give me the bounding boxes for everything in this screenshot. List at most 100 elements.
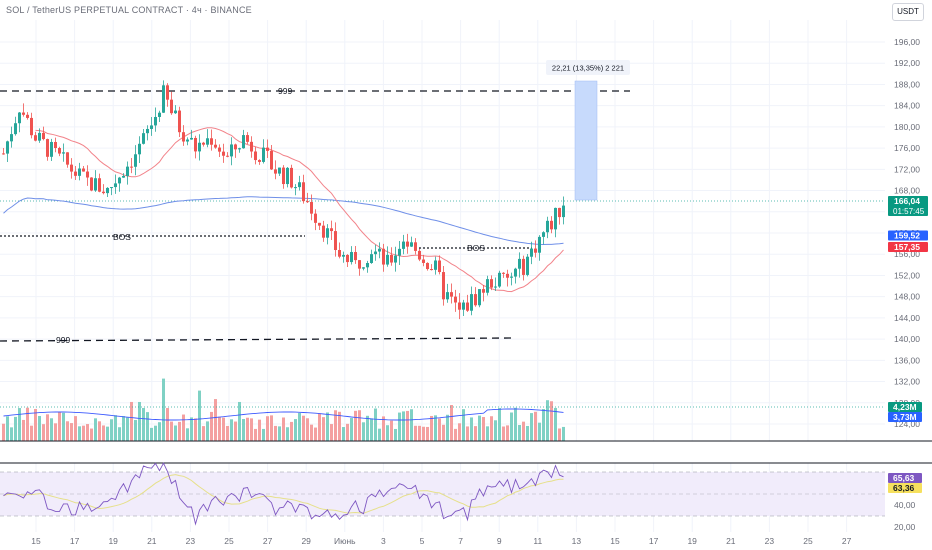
candle[interactable]: [18, 112, 21, 133]
candle[interactable]: [114, 174, 117, 194]
candle[interactable]: [190, 129, 193, 140]
candle[interactable]: [86, 165, 89, 186]
candle[interactable]: [322, 220, 325, 242]
candle[interactable]: [410, 236, 413, 248]
candle[interactable]: [74, 165, 77, 181]
candle[interactable]: [442, 265, 445, 306]
candle[interactable]: [34, 131, 37, 142]
candle[interactable]: [402, 234, 405, 255]
candle[interactable]: [518, 252, 521, 278]
candle[interactable]: [138, 136, 141, 164]
candle[interactable]: [382, 243, 385, 272]
candle[interactable]: [286, 167, 289, 188]
candle[interactable]: [502, 272, 505, 278]
candle[interactable]: [98, 173, 101, 193]
candle[interactable]: [122, 173, 125, 178]
candle[interactable]: [446, 283, 449, 303]
candle[interactable]: [346, 254, 349, 268]
candle[interactable]: [38, 128, 41, 143]
candle[interactable]: [362, 267, 365, 271]
candle[interactable]: [486, 275, 489, 296]
candle[interactable]: [42, 126, 45, 141]
candle[interactable]: [534, 240, 537, 258]
candle[interactable]: [494, 277, 497, 291]
candle[interactable]: [214, 139, 217, 149]
candle[interactable]: [218, 144, 221, 157]
candle[interactable]: [398, 240, 401, 265]
candle[interactable]: [94, 170, 97, 192]
candle[interactable]: [350, 246, 353, 265]
candle[interactable]: [258, 159, 261, 165]
candle[interactable]: [82, 165, 85, 172]
candle[interactable]: [490, 275, 493, 291]
candle[interactable]: [210, 129, 213, 151]
candle[interactable]: [466, 294, 469, 313]
candle[interactable]: [282, 165, 285, 189]
candle[interactable]: [542, 231, 545, 245]
candle[interactable]: [550, 216, 553, 234]
candle[interactable]: [206, 129, 209, 148]
candle[interactable]: [290, 164, 293, 189]
candle[interactable]: [26, 112, 29, 120]
currency-button[interactable]: USDT: [892, 3, 924, 21]
candle[interactable]: [178, 106, 181, 138]
candle[interactable]: [262, 139, 265, 164]
candle[interactable]: [418, 248, 421, 262]
candle[interactable]: [506, 269, 509, 287]
candle[interactable]: [378, 242, 381, 259]
candle[interactable]: [526, 253, 529, 277]
candle[interactable]: [438, 255, 441, 275]
candle[interactable]: [226, 152, 229, 158]
candle[interactable]: [230, 137, 233, 166]
candle[interactable]: [394, 246, 397, 272]
candle[interactable]: [326, 224, 329, 245]
candle[interactable]: [454, 289, 457, 312]
candle[interactable]: [90, 177, 93, 192]
candle[interactable]: [202, 141, 205, 147]
candle[interactable]: [78, 162, 81, 181]
candle[interactable]: [54, 137, 57, 153]
candle[interactable]: [162, 80, 165, 114]
candle[interactable]: [146, 125, 149, 141]
candle[interactable]: [50, 138, 53, 161]
candle[interactable]: [530, 241, 533, 265]
candle[interactable]: [302, 174, 305, 204]
candle[interactable]: [278, 167, 281, 176]
candle[interactable]: [130, 158, 133, 174]
candle[interactable]: [110, 186, 113, 196]
candle[interactable]: [498, 270, 501, 288]
candle[interactable]: [358, 259, 361, 276]
candle[interactable]: [386, 246, 389, 267]
candle[interactable]: [334, 222, 337, 257]
candle[interactable]: [170, 91, 173, 115]
candle[interactable]: [254, 146, 257, 165]
candle[interactable]: [470, 286, 473, 316]
candle[interactable]: [354, 245, 357, 264]
candle[interactable]: [310, 194, 313, 221]
candle[interactable]: [510, 272, 513, 286]
candle[interactable]: [422, 254, 425, 267]
candle[interactable]: [562, 196, 565, 225]
candle[interactable]: [14, 116, 17, 136]
candle[interactable]: [142, 128, 145, 145]
candle[interactable]: [274, 160, 277, 180]
candle[interactable]: [294, 184, 297, 196]
candle[interactable]: [366, 260, 369, 273]
candle[interactable]: [342, 251, 345, 263]
candle[interactable]: [10, 126, 13, 148]
candle[interactable]: [194, 135, 197, 159]
horizontal-levels[interactable]: [0, 90, 885, 342]
candle[interactable]: [338, 242, 341, 259]
candle[interactable]: [198, 134, 201, 161]
candle[interactable]: [238, 147, 241, 153]
candle[interactable]: [406, 233, 409, 254]
candle[interactable]: [462, 299, 465, 317]
candle[interactable]: [222, 143, 225, 163]
candle[interactable]: [554, 207, 557, 238]
candle[interactable]: [66, 152, 69, 168]
candle[interactable]: [458, 293, 461, 320]
candle[interactable]: [70, 158, 73, 179]
candle[interactable]: [266, 139, 269, 159]
candle[interactable]: [250, 136, 253, 158]
